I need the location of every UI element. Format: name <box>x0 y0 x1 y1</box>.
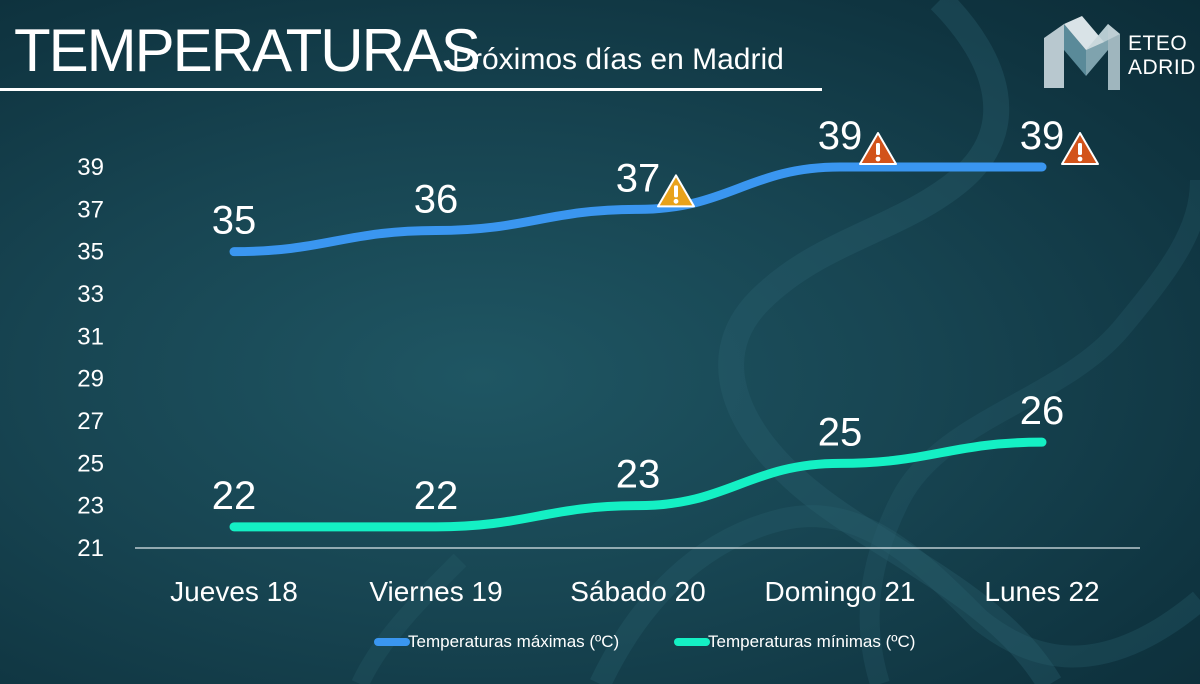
data-label: 39 <box>1020 114 1065 158</box>
y-axis: 21 23 25 27 29 31 33 35 37 39 <box>77 154 104 562</box>
logo-text-line1: ETEO <box>1128 32 1188 55</box>
x-tick-label: Viernes 19 <box>369 576 502 607</box>
x-tick-label: Jueves 18 <box>170 576 298 607</box>
legend-swatch-min <box>674 638 710 646</box>
series-line-min <box>229 437 1047 532</box>
data-label: 36 <box>414 178 459 222</box>
legend-item-min: Temperaturas mínimas (ºC) <box>674 632 915 652</box>
legend-label-min: Temperaturas mínimas (ºC) <box>708 632 916 651</box>
y-tick-label: 39 <box>77 154 104 181</box>
x-tick-label: Lunes 22 <box>984 576 1099 607</box>
logo-m-mark <box>1044 16 1120 90</box>
y-tick-label: 29 <box>77 366 104 393</box>
x-axis: Jueves 18 Viernes 19 Sábado 20 Domingo 21 Lu… <box>170 576 1099 607</box>
legend-label-max: Temperaturas máximas (ºC) <box>408 632 620 651</box>
page-subtitle: Próximos días en Madrid <box>452 43 784 76</box>
y-tick-label: 27 <box>77 408 104 435</box>
data-label: 22 <box>414 474 459 518</box>
y-tick-label: 33 <box>77 281 104 308</box>
legend-swatch-max <box>374 638 410 646</box>
data-label: 23 <box>616 453 661 497</box>
data-labels-layer: 35 36 37 39 39 22 22 23 25 26 <box>212 114 1065 518</box>
title-underline <box>0 88 822 91</box>
chart-legend: Temperaturas máximas (ºC) Temperaturas m… <box>0 632 1200 658</box>
meteo-madrid-logo: ETEO ADRID <box>1042 16 1195 96</box>
data-label: 35 <box>212 199 257 243</box>
data-label: 25 <box>818 410 863 454</box>
data-label: 39 <box>818 114 863 158</box>
y-tick-label: 23 <box>77 493 104 520</box>
page-title: TEMPERATURAS <box>14 17 481 84</box>
x-tick-label: Domingo 21 <box>765 576 916 607</box>
warning-icon <box>657 174 695 208</box>
warning-icon <box>859 132 897 165</box>
legend-item-max: Temperaturas máximas (ºC) <box>374 632 619 652</box>
y-tick-label: 35 <box>77 239 104 266</box>
data-label: 37 <box>616 156 661 200</box>
y-tick-label: 31 <box>77 323 104 350</box>
y-tick-label: 37 <box>77 196 104 223</box>
x-tick-label: Sábado 20 <box>570 576 705 607</box>
warning-icon <box>1061 132 1099 165</box>
series-line-max <box>229 162 1047 257</box>
y-tick-label: 25 <box>77 450 104 477</box>
warnings-layer <box>657 132 1099 208</box>
data-label: 26 <box>1020 389 1065 433</box>
series-layer <box>229 162 1047 532</box>
logo-text-line2: ADRID <box>1128 56 1196 79</box>
y-tick-label: 21 <box>77 535 104 562</box>
data-label: 22 <box>212 474 257 518</box>
